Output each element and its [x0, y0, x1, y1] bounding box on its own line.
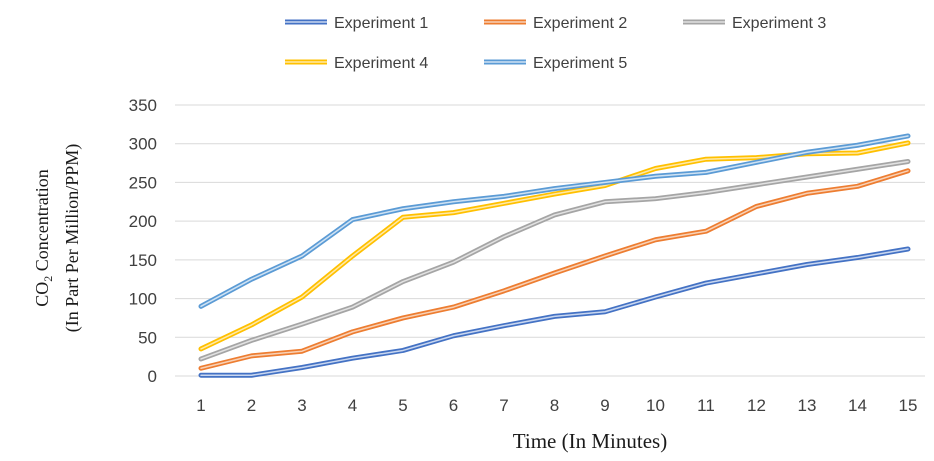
x-tick-label: 5 — [398, 396, 407, 415]
x-tick-label: 13 — [798, 396, 817, 415]
y-axis-title-line1: CO2 Concentration — [32, 169, 55, 307]
x-tick-label: 12 — [747, 396, 766, 415]
legend-label: Experiment 4 — [334, 55, 428, 72]
gridlines — [175, 104, 925, 377]
legend-item-2: Experiment 2 — [484, 15, 627, 32]
series-line-core — [200, 160, 909, 360]
y-tick-label: 350 — [129, 96, 157, 115]
y-axis-title-line2: (In Part Per Million/PPM) — [62, 144, 83, 333]
x-tick-label: 2 — [247, 396, 256, 415]
x-axis-title: Time (In Minutes) — [513, 429, 667, 453]
x-tick-label: 1 — [196, 396, 205, 415]
x-tick-label: 6 — [449, 396, 458, 415]
y-tick-label: 150 — [129, 251, 157, 270]
x-tick-label: 10 — [646, 396, 665, 415]
series-line-1 — [198, 246, 911, 378]
x-tick-label: 8 — [550, 396, 559, 415]
legend-label: Experiment 2 — [533, 15, 627, 32]
series-line-core — [200, 248, 909, 376]
y-axis-ticks: 0 50 100 150 200 250 300 350 — [129, 96, 157, 386]
x-tick-label: 11 — [697, 396, 715, 415]
legend: Experiment 1 Experiment 2 Experiment 3 Expe… — [285, 15, 826, 72]
legend-label: Experiment 5 — [533, 55, 627, 72]
y-tick-label: 50 — [138, 328, 157, 347]
legend-item-3: Experiment 3 — [683, 15, 826, 32]
series-line-5 — [198, 133, 911, 309]
legend-label: Experiment 3 — [732, 15, 826, 32]
series-line-outline — [198, 246, 911, 378]
y-tick-label: 250 — [129, 173, 157, 192]
x-axis-ticks: 1 2 3 4 5 6 7 8 9 10 11 12 13 14 15 — [196, 396, 917, 415]
series-line-core — [200, 170, 909, 370]
legend-item-4: Experiment 4 — [285, 55, 428, 72]
x-tick-label: 7 — [499, 396, 508, 415]
series-line-3 — [198, 159, 911, 362]
x-tick-label: 15 — [899, 396, 918, 415]
y-tick-label: 300 — [129, 135, 157, 154]
y-tick-label: 100 — [129, 290, 157, 309]
legend-item-1: Experiment 1 — [285, 15, 428, 32]
x-tick-label: 3 — [297, 396, 306, 415]
legend-item-5: Experiment 5 — [484, 55, 627, 72]
y-tick-label: 200 — [129, 212, 157, 231]
series-line-2 — [198, 168, 911, 371]
x-tick-label: 9 — [600, 396, 609, 415]
y-tick-label: 0 — [148, 367, 157, 386]
y-axis-title: CO2 Concentration (In Part Per Million/P… — [32, 144, 83, 333]
x-tick-label: 4 — [348, 396, 357, 415]
series-line-core — [200, 135, 909, 308]
series-lines — [198, 133, 911, 378]
x-tick-label: 14 — [848, 396, 867, 415]
series-line-outline — [198, 168, 911, 371]
legend-label: Experiment 1 — [334, 15, 428, 32]
